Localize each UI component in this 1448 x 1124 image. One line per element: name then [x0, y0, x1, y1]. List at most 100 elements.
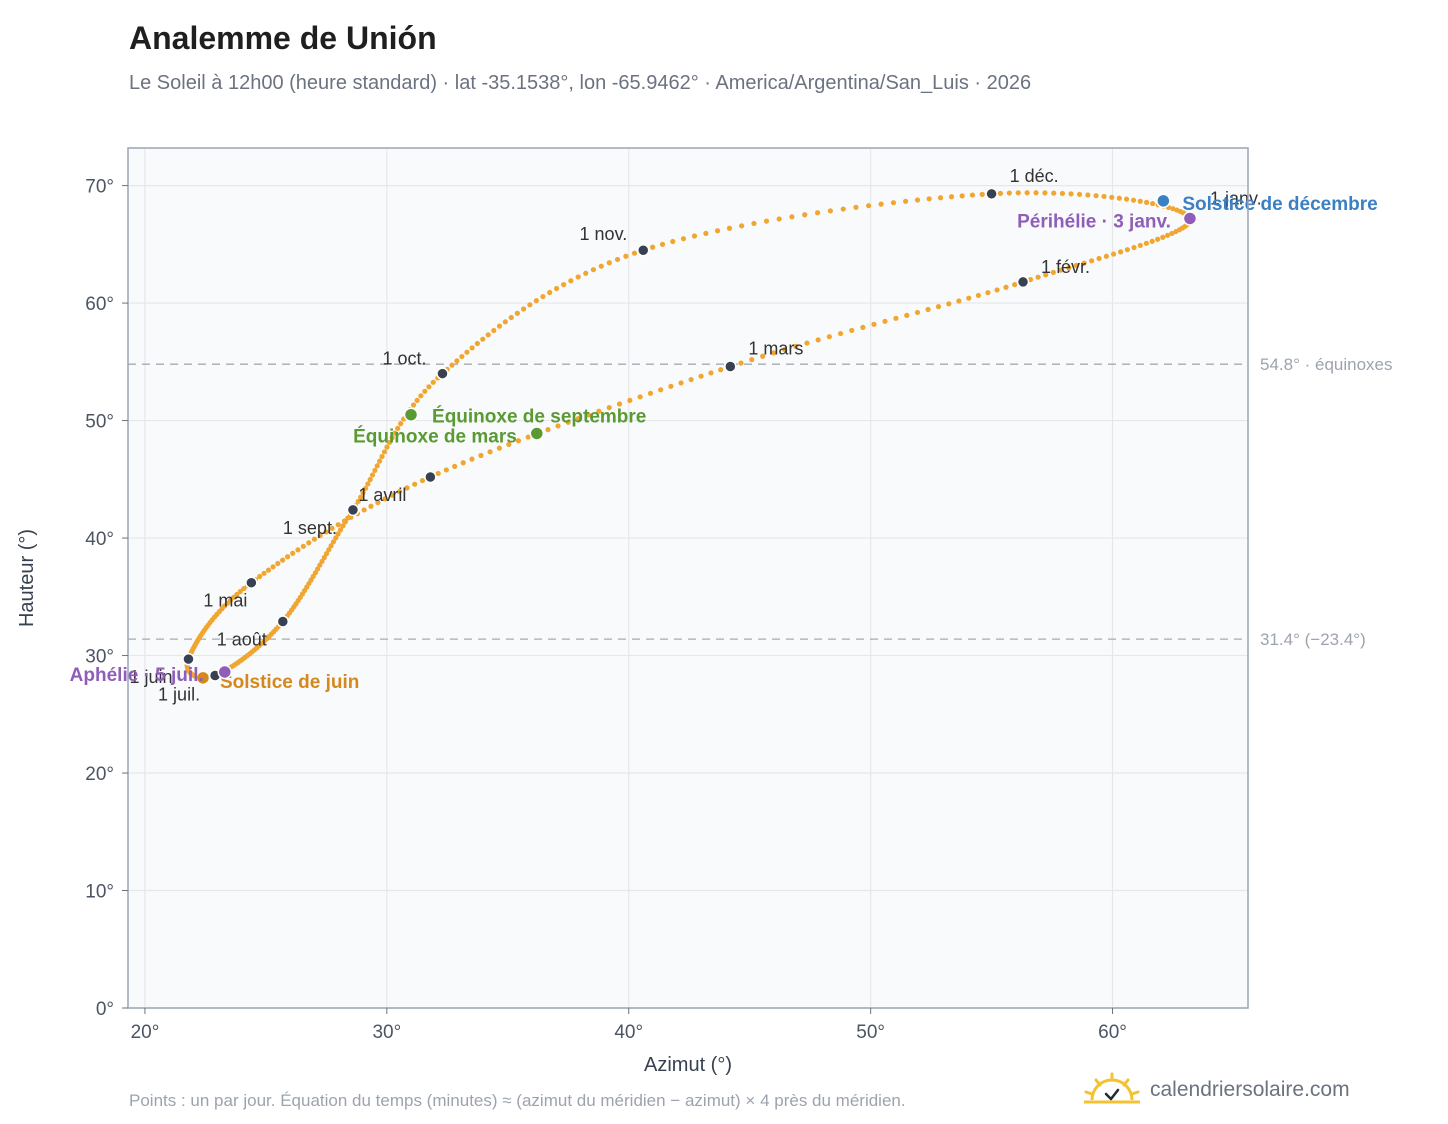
event-label: Aphélie · 5 juil. — [70, 665, 204, 686]
analemma-day-dot — [329, 525, 335, 531]
y-tick-label: 60° — [85, 294, 114, 315]
analemma-day-dot — [1160, 234, 1166, 240]
analemma-day-dot — [585, 412, 592, 418]
analemma-day-dot — [802, 212, 808, 218]
month-dot — [985, 187, 998, 201]
analemma-day-dot — [1123, 196, 1130, 202]
analemma-day-dot — [878, 201, 884, 207]
analemma-day-dot — [335, 522, 341, 528]
analemma-day-dot — [319, 558, 325, 564]
analemma-day-dot — [1170, 206, 1176, 212]
analemma-day-dot — [948, 194, 955, 200]
analemma-day-dot — [491, 327, 497, 334]
analemma-day-dot — [979, 191, 985, 198]
analemma-day-dot — [333, 535, 339, 541]
month-dot — [182, 652, 195, 666]
x-tick-label: 40° — [614, 1022, 643, 1043]
analemma-day-dot — [688, 376, 694, 383]
analemma-day-dot — [718, 367, 724, 373]
x-tick-label: 60° — [1098, 1022, 1127, 1043]
analemma-day-dot — [404, 485, 410, 491]
analemma-day-dot — [237, 588, 243, 595]
analemma-day-dot — [506, 441, 512, 448]
analemma-day-dot — [739, 223, 745, 229]
month-label: 1 mai — [203, 591, 247, 611]
analemma-day-dot — [460, 460, 466, 466]
analemma-day-dot — [398, 421, 404, 427]
event-dot — [195, 670, 211, 686]
analemma-day-dot — [670, 238, 676, 245]
analemma-day-dot — [1085, 192, 1091, 198]
analemma-day-dot — [502, 319, 508, 325]
analemma-day-dot — [849, 327, 855, 334]
y-tick-label: 10° — [85, 882, 114, 903]
analemma-day-dot — [1033, 190, 1039, 196]
analemma-day-dot — [520, 306, 527, 312]
analemma-day-dot — [1173, 228, 1179, 235]
analemma-day-dot — [358, 494, 364, 500]
event-dot — [529, 426, 545, 441]
analemma-day-dot — [1012, 281, 1018, 288]
analemma-day-dot — [1015, 190, 1021, 196]
analemma-day-dot — [426, 384, 432, 390]
plot-background — [128, 148, 1248, 1008]
analemma-day-dot — [937, 195, 944, 201]
month-label: 1 juin — [129, 667, 172, 687]
analemma-day-dot — [565, 419, 571, 425]
analemma-day-dot — [1131, 244, 1137, 251]
analemma-day-dot — [959, 193, 965, 199]
analemma-day-dot — [480, 336, 486, 342]
analemma-day-dot — [410, 402, 417, 408]
month-dot — [245, 576, 258, 589]
analemma-day-dot — [1051, 190, 1057, 196]
analemma-day-dot — [1109, 194, 1115, 200]
analemma-day-dot — [789, 214, 795, 220]
analemma-day-dot — [381, 449, 388, 455]
analemma-day-dot — [714, 228, 721, 234]
analemma-day-dot — [430, 379, 436, 385]
analemma-day-dot — [614, 256, 621, 263]
analemma-day-dot — [840, 206, 846, 212]
analemma-day-dot — [270, 564, 276, 570]
analemma-day-dot — [321, 554, 327, 561]
analemma-day-dot — [598, 263, 604, 269]
analemma-day-dot — [903, 198, 909, 204]
analemma-day-dot — [814, 210, 821, 216]
analemma-day-dot — [1137, 242, 1143, 249]
analemma-day-dot — [464, 349, 470, 355]
analemma-day-dot — [914, 309, 921, 316]
brand[interactable]: calendriersolaire.com — [1084, 1070, 1350, 1110]
analemma-day-dot — [386, 439, 393, 446]
analemma-day-dot — [525, 434, 531, 440]
analemma-day-dot — [323, 529, 329, 535]
analemma-day-dot — [323, 551, 330, 557]
analemma-day-dot — [1059, 190, 1066, 197]
analemma-day-dot — [295, 547, 301, 553]
plot-frame — [127, 147, 1249, 1009]
analemma-day-dot — [1096, 255, 1102, 262]
analemma-day-dot — [384, 444, 390, 450]
analemma-day-dot — [533, 298, 539, 304]
analemma-day-dot — [300, 543, 306, 549]
analemma-day-dot — [946, 301, 952, 307]
analemma-day-dot — [485, 332, 491, 338]
x-tick-label: 50° — [856, 1022, 885, 1043]
analemma-day-dot — [860, 324, 866, 330]
analemma-day-dot — [449, 362, 455, 368]
analemma-day-dot — [1169, 230, 1175, 237]
analemma-day-dot — [311, 536, 318, 542]
analemma-day-dot — [355, 498, 361, 505]
analemma-day-dot — [708, 370, 714, 376]
analemma-day-dot — [330, 539, 337, 545]
analemma-day-dot — [1089, 258, 1095, 264]
analemma-day-dot — [382, 496, 388, 502]
analemma-day-dot — [469, 345, 475, 351]
analemma-day-dot — [1003, 284, 1009, 290]
analemma-day-dot — [1164, 232, 1171, 238]
analemma-day-dot — [514, 310, 520, 316]
analemma-day-dot — [893, 315, 899, 321]
analemma-day-dot — [782, 346, 788, 353]
analemma-day-dot — [280, 557, 286, 563]
event-label: Solstice de décembre — [1182, 194, 1377, 215]
analemma-day-dot — [435, 470, 441, 477]
